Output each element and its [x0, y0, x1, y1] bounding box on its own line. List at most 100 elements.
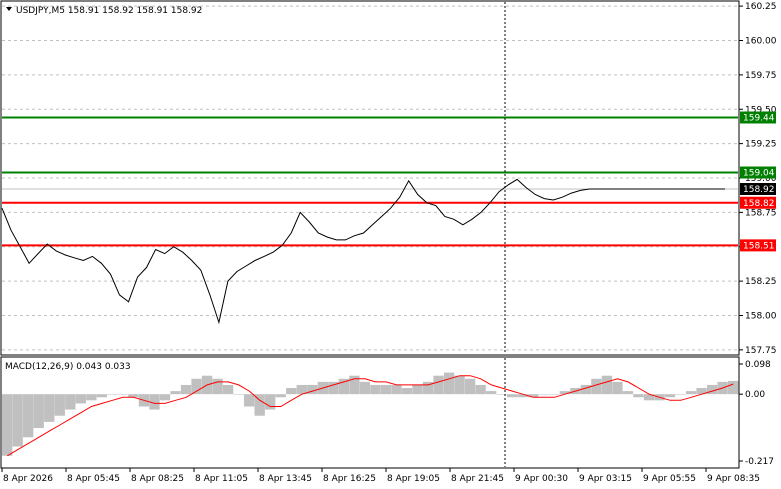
- collapse-triangle-icon[interactable]: [6, 7, 12, 11]
- current-price-box: [740, 183, 776, 195]
- level-label-box: [740, 166, 776, 179]
- price-tick-label: 160.25: [745, 2, 777, 12]
- macd-tick-label: -0.217: [745, 457, 774, 467]
- price-tick-label: 157.75: [745, 346, 777, 356]
- macd-bar: [328, 381, 339, 395]
- macd-bar: [338, 378, 350, 395]
- price-tick-label: 158.75: [745, 208, 777, 218]
- macd-bar: [23, 394, 34, 438]
- level-label: 159.44: [743, 114, 775, 124]
- price-tick-label: 159.75: [745, 71, 777, 81]
- macd-bar: [117, 394, 129, 395]
- price-tick-label: 159.00: [745, 174, 777, 184]
- macd-bar: [191, 378, 202, 395]
- macd-tick-label: 0.00: [745, 390, 765, 400]
- macd-bar: [244, 394, 255, 407]
- macd-bar: [286, 388, 297, 395]
- level-label: 159.04: [743, 169, 775, 179]
- macd-bar: [180, 384, 192, 395]
- macd-bar: [549, 394, 560, 395]
- price-tick-label: 159.50: [745, 105, 777, 115]
- macd-bar: [412, 384, 423, 395]
- macd-bar: [517, 394, 528, 398]
- macd-bar: [307, 384, 318, 395]
- macd-bar: [265, 394, 276, 410]
- macd-bar: [107, 394, 118, 395]
- macd-bar: [401, 388, 413, 395]
- macd-bar: [622, 391, 634, 395]
- macd-title: MACD(12,26,9) 0.043 0.033: [5, 362, 131, 372]
- macd-bar: [706, 384, 718, 395]
- macd-bar: [643, 394, 655, 401]
- macd-bar: [359, 381, 371, 395]
- macd-bar: [149, 394, 160, 410]
- macd-tick-label: 0.098: [745, 360, 771, 370]
- macd-bar: [685, 391, 697, 395]
- macd-bar: [65, 394, 76, 410]
- macd-histogram: [2, 372, 739, 456]
- macd-bar: [159, 394, 171, 401]
- macd-bar: [391, 384, 402, 395]
- time-tick-label: 8 Apr 2026: [3, 474, 53, 484]
- time-tick-label: 8 Apr 16:25: [323, 474, 376, 484]
- macd-bar: [222, 384, 234, 395]
- current-price-label: 158.92: [743, 185, 775, 195]
- price-tick-label: 158.25: [745, 277, 777, 287]
- time-tick-label: 9 Apr 00:30: [515, 474, 568, 484]
- macd-bar: [422, 381, 434, 395]
- macd-bar: [433, 375, 444, 395]
- macd-bar: [528, 394, 539, 398]
- macd-axis: 0.098 0.00 -0.217: [739, 360, 774, 467]
- macd-bar: [296, 384, 307, 395]
- macd-bar: [254, 394, 265, 416]
- level-label: 158.82: [743, 199, 775, 209]
- macd-bar: [675, 394, 686, 395]
- macd-bar: [44, 394, 55, 422]
- macd-bar: [580, 384, 592, 395]
- macd-bar: [275, 394, 286, 398]
- time-tick-label: 8 Apr 21:45: [451, 474, 504, 484]
- macd-bar: [486, 391, 497, 395]
- price-tick-label: 158.00: [745, 312, 777, 322]
- macd-bar: [612, 381, 623, 395]
- price-tick-label: 160.00: [745, 37, 777, 47]
- level-labels: 159.44 159.04 158.82 158.51 158.92: [740, 111, 776, 252]
- macd-bar: [96, 394, 108, 398]
- level-label-box: [740, 239, 776, 252]
- macd-signal-line: [7, 375, 734, 457]
- time-tick-label: 8 Apr 05:45: [67, 474, 120, 484]
- macd-bar: [380, 384, 392, 395]
- macd-bar: [349, 375, 360, 395]
- macd-bar: [454, 375, 465, 395]
- macd-bar: [128, 394, 139, 398]
- macd-bar: [728, 380, 739, 395]
- macd-bar: [12, 394, 23, 447]
- macd-bar: [464, 378, 476, 395]
- macd-bar: [33, 394, 44, 429]
- macd-bar: [559, 391, 570, 395]
- macd-pane: [0, 356, 740, 469]
- macd-bar: [86, 394, 97, 401]
- macd-bar: [443, 372, 455, 395]
- macd-bar: [75, 394, 86, 404]
- macd-bar: [54, 394, 65, 416]
- level-label: 158.51: [743, 241, 775, 251]
- time-tick-label: 8 Apr 08:25: [131, 474, 184, 484]
- price-axis: 160.25160.00159.75159.50159.25159.00158.…: [739, 2, 777, 356]
- macd-bar: [633, 394, 644, 398]
- price-tick-label: 159.25: [745, 140, 777, 150]
- time-tick-label: 9 Apr 05:55: [643, 474, 696, 484]
- macd-bar: [370, 384, 381, 395]
- macd-bar: [696, 388, 707, 395]
- time-tick-label: 8 Apr 19:05: [387, 474, 440, 484]
- macd-bar: [664, 394, 676, 398]
- price-line: [1, 178, 725, 325]
- time-tick-label: 9 Apr 08:35: [707, 474, 760, 484]
- chart-title: USDJPY,M5 158.91 158.92 158.91 158.92: [16, 6, 202, 16]
- macd-bar: [212, 378, 223, 395]
- time-tick-label: 8 Apr 13:45: [259, 474, 312, 484]
- macd-bar: [170, 391, 181, 395]
- macd-bar: [591, 378, 602, 395]
- time-tick-label: 9 Apr 03:15: [579, 474, 632, 484]
